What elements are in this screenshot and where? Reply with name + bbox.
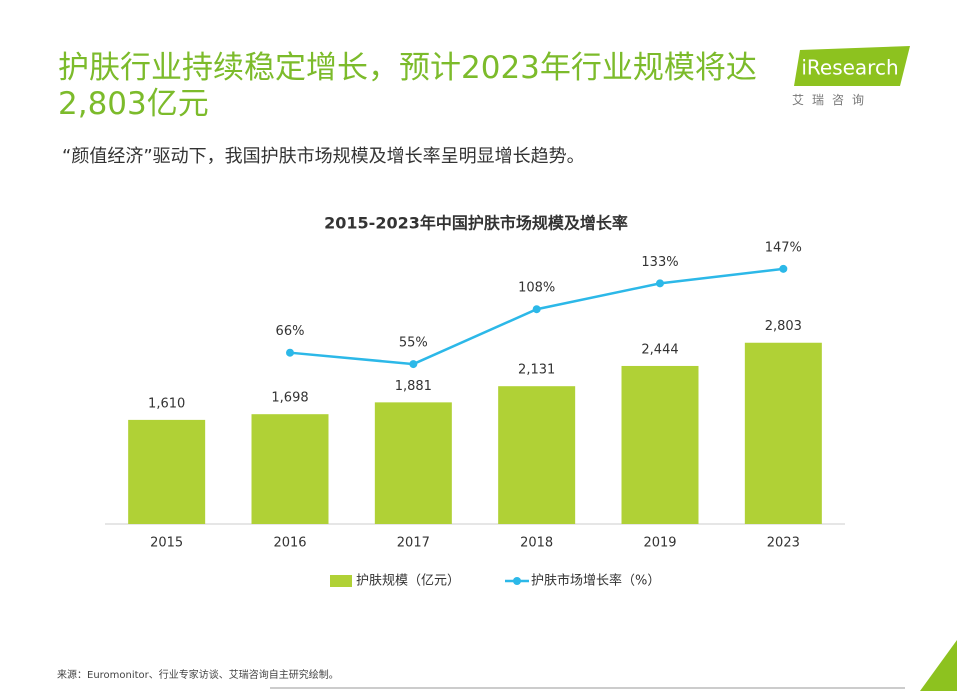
data-label: 2,444 <box>641 342 678 357</box>
legend-label: 护肤规模（亿元） <box>356 574 460 589</box>
data-label: 133% <box>641 255 678 270</box>
data-label: 108% <box>518 281 555 296</box>
data-label: 55% <box>399 336 428 351</box>
x-tick-label: 2019 <box>643 536 676 551</box>
legend-swatch <box>513 577 521 585</box>
data-label: 1,881 <box>395 379 432 394</box>
bar <box>744 342 822 524</box>
chart-title: 2015-2023年中国护肤市场规模及增长率 <box>324 214 628 233</box>
line-point <box>409 360 418 369</box>
bar <box>374 402 452 524</box>
bar <box>128 419 206 524</box>
page-subtitle: “颜值经济”驱动下，我国护肤市场规模及增长率呈明显增长趋势。 <box>62 146 585 167</box>
x-tick-label: 2023 <box>767 536 800 551</box>
x-tick-label: 2016 <box>273 536 306 551</box>
line-point <box>286 348 294 357</box>
x-tick-label: 2018 <box>520 536 553 551</box>
data-label: 2,131 <box>518 363 555 378</box>
logo-text: iResearch <box>801 56 898 80</box>
logo-subtitle: 艾瑞咨询 <box>792 93 873 107</box>
x-tick-label: 2017 <box>397 536 430 551</box>
source-note: 来源：Euromonitor、行业专家访谈、艾瑞咨询自主研究绘制。 <box>57 670 339 681</box>
line-point <box>656 279 664 288</box>
data-label: 147% <box>765 240 802 255</box>
page-title: 护肤行业持续稳定增长，预计2023年行业规模将达2,803亿元 <box>58 50 757 122</box>
corner-decor <box>920 640 957 691</box>
x-tick-label: 2015 <box>150 536 183 551</box>
data-label: 66% <box>276 324 305 339</box>
bar <box>251 414 329 524</box>
data-label: 2,803 <box>765 319 802 334</box>
legend-label: 护肤市场增长率（%） <box>531 573 660 589</box>
line-point <box>779 264 788 273</box>
data-label: 1,698 <box>271 391 308 406</box>
data-label: 1,610 <box>148 396 185 411</box>
bar <box>498 386 576 524</box>
bar <box>621 365 699 524</box>
legend-swatch <box>330 575 352 587</box>
line-point <box>532 305 541 314</box>
logo-shape <box>794 46 910 86</box>
